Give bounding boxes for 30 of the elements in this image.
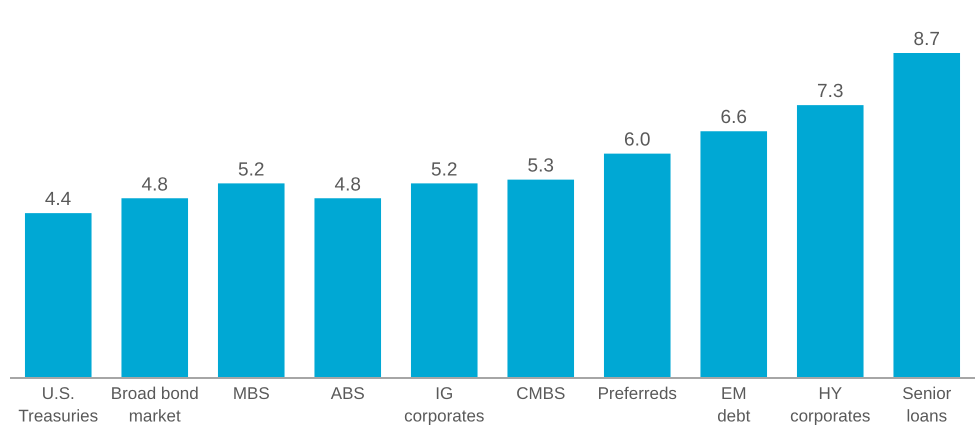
bar [507,180,574,377]
x-tick-label: U.S. Treasuries [18,384,98,426]
data-label: 5.3 [528,156,554,177]
x-tick-label: Broad bond market [110,384,199,426]
bar [218,183,285,377]
bar [121,198,188,377]
bar [700,131,768,377]
x-tick-label: Senior loans [902,384,952,426]
x-tick-label: CMBS [516,384,566,404]
x-tick-label: MBS [232,384,270,404]
data-label: 8.7 [914,29,940,50]
bar [314,198,382,377]
x-tick-label: HY corporates [790,384,870,426]
bar [410,183,478,377]
data-label: 4.8 [334,174,361,196]
x-tick-label: ABS [330,384,365,404]
bar [604,154,671,377]
x-tick-label: EM debt [717,384,751,426]
x-tick-label: Preferreds [598,384,677,404]
data-label: 6.0 [624,130,650,151]
bar [24,213,92,377]
data-label: 5.2 [238,159,264,180]
data-label: 4.8 [142,174,168,196]
data-label: 7.3 [817,81,844,102]
data-label: 5.2 [431,159,458,180]
bar [796,105,864,377]
x-tick-label: IG corporates [404,384,484,426]
data-label: 4.4 [44,189,72,210]
data-label: 6.6 [720,107,747,128]
bar [893,53,960,377]
